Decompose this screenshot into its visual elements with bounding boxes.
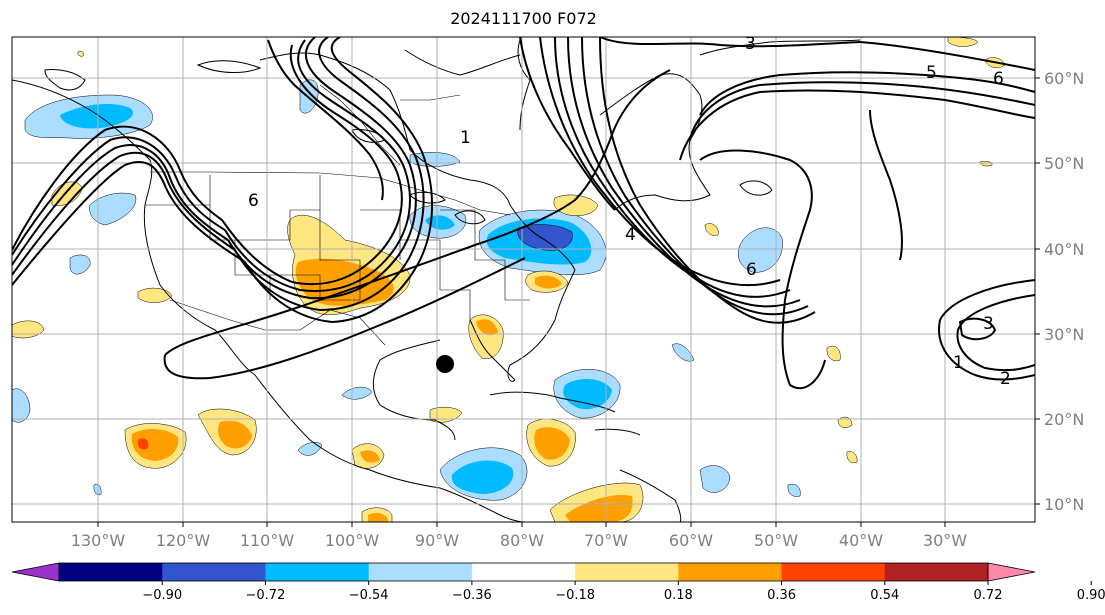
negative-anomaly-region — [787, 483, 801, 497]
lon-label: 80°W — [500, 531, 544, 550]
contour-label: 4 — [625, 225, 636, 245]
colorbar-tick-label: 0.90 — [1077, 588, 1105, 603]
colorbar-outline — [58, 562, 989, 582]
positive-anomaly-region — [368, 512, 388, 522]
lat-tick-marks — [1035, 77, 1040, 505]
graticule — [12, 37, 1035, 522]
contour-label: 3 — [983, 314, 994, 334]
lon-label: 70°W — [584, 531, 628, 550]
contour-label-layer: 3 5 6 1 4 6 6 2 1 3 — [248, 34, 1011, 389]
shaded-field-layer — [12, 37, 1006, 522]
contour-label: 3 — [745, 34, 756, 54]
lat-label: 20°N — [1044, 410, 1084, 429]
negative-anomaly-region — [563, 378, 612, 410]
lon-label: 90°W — [415, 531, 459, 550]
negative-anomaly-region — [425, 215, 455, 230]
contour-label: 1 — [953, 353, 964, 373]
colorbar — [11, 562, 1036, 582]
colorbar-tick-label: −0.90 — [142, 588, 182, 603]
positive-anomaly-region — [846, 451, 858, 464]
colorbar-tick-label: −0.36 — [452, 588, 492, 603]
strong-negative-anomaly-region — [517, 224, 573, 251]
lon-label: 50°W — [754, 531, 798, 550]
colorbar-segment — [575, 563, 679, 581]
colorbar-extend-high — [987, 562, 1036, 582]
lat-label: 40°N — [1044, 240, 1084, 259]
lat-label: 30°N — [1044, 325, 1084, 344]
contour-label: 5 — [926, 63, 937, 83]
negative-anomaly-region — [69, 254, 91, 275]
colorbar-tick-label: 0.54 — [870, 588, 899, 603]
negative-anomaly-region — [737, 227, 783, 273]
colorbar-segment — [265, 563, 370, 581]
lat-labels: 60°N 50°N 40°N 30°N 20°N 10°N — [1044, 69, 1084, 514]
colorbar-tick-label: −0.18 — [555, 588, 595, 603]
positive-anomaly-region — [979, 160, 993, 167]
contour-label: 6 — [993, 69, 1004, 89]
colorbar-tick-label: 0.72 — [974, 588, 1003, 603]
positive-anomaly-region — [77, 51, 84, 57]
positive-anomaly-region — [535, 275, 562, 289]
contour-label: 6 — [746, 260, 757, 280]
lon-label: 110°W — [240, 531, 295, 550]
lon-label: 60°W — [669, 531, 713, 550]
colorbar-tick-label: −0.72 — [246, 588, 286, 603]
colorbar-tick-label: 0.18 — [664, 588, 693, 603]
colorbar-tick-label: −0.54 — [349, 588, 389, 603]
colorbar-tick-label: 0.36 — [767, 588, 796, 603]
negative-anomaly-region — [89, 192, 137, 226]
colorbar-segment — [162, 563, 266, 581]
negative-anomaly-region — [699, 465, 731, 493]
positive-anomaly-region — [837, 416, 853, 428]
contour-lines — [12, 37, 1035, 390]
contour-label: 6 — [248, 191, 259, 211]
positive-anomaly-region — [565, 494, 633, 522]
lon-label: 130°W — [71, 531, 126, 550]
positive-anomaly-region — [360, 450, 380, 463]
strong-positive-anomaly-region — [137, 438, 149, 450]
lat-label: 50°N — [1044, 154, 1084, 173]
positive-anomaly-region — [137, 287, 173, 303]
colorbar-segment — [678, 563, 783, 581]
colorbar-segment — [781, 563, 886, 581]
positive-anomaly-region — [131, 428, 179, 461]
lon-labels: 130°W 120°W 110°W 100°W 90°W 80°W 70°W 6… — [71, 531, 967, 550]
map-panel: 3 5 6 1 4 6 6 2 1 3 — [12, 34, 1035, 522]
positive-anomaly-region — [826, 345, 841, 362]
negative-anomaly-region — [12, 388, 31, 423]
lon-tick-marks — [97, 522, 946, 527]
colorbar-segment — [884, 563, 989, 581]
contour-label: 1 — [460, 128, 471, 148]
colorbar-segment — [368, 563, 473, 581]
positive-anomaly-region — [704, 223, 719, 236]
negative-anomaly-region — [671, 343, 695, 362]
colorbar-segment — [59, 563, 163, 581]
lat-label: 10°N — [1044, 495, 1084, 514]
lon-label: 100°W — [325, 531, 380, 550]
lon-label: 120°W — [156, 531, 211, 550]
lat-label: 60°N — [1044, 69, 1084, 88]
map-frame — [11, 36, 1036, 523]
colorbar-segment — [471, 563, 576, 581]
map-title: 2024111700 F072 — [450, 9, 597, 28]
positive-anomaly-region — [217, 420, 252, 449]
positive-anomaly-region — [476, 319, 498, 336]
lon-label: 30°W — [923, 531, 967, 550]
colorbar-ticks: −0.90 −0.72 −0.54 −0.36 −0.18 0.18 0.36 0.54 0.7… — [142, 581, 1105, 603]
lon-label: 40°W — [839, 531, 883, 550]
contour-label: 2 — [1000, 369, 1011, 389]
negative-anomaly-region — [60, 104, 134, 129]
negative-anomaly-region — [297, 442, 323, 456]
colorbar-extend-low — [11, 562, 60, 582]
positive-anomaly-region — [534, 427, 570, 460]
location-marker — [436, 355, 454, 373]
negative-anomaly-region — [451, 460, 514, 494]
